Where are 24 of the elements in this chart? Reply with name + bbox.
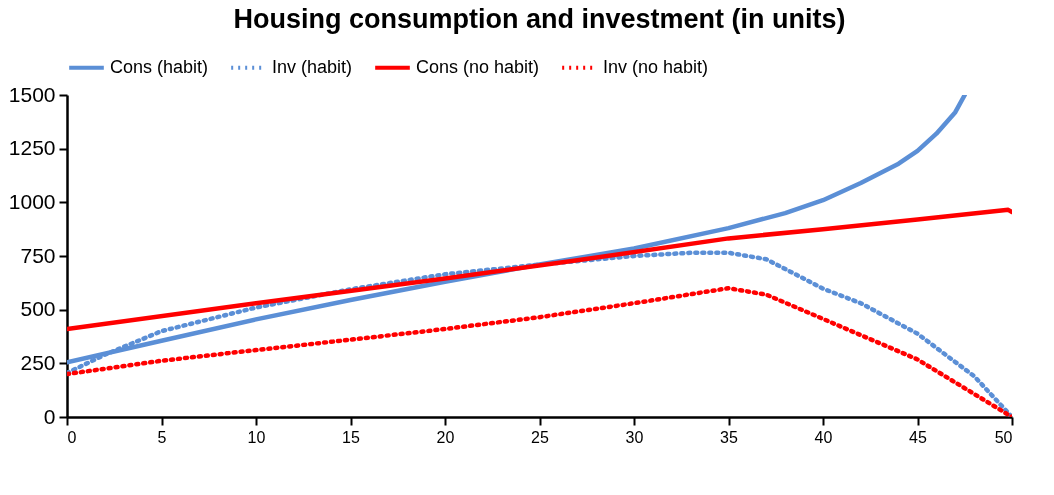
- x-tick-label: 40: [814, 428, 833, 446]
- y-tick-label: 250: [20, 350, 56, 374]
- y-tick-label: 1250: [8, 136, 56, 160]
- x-tick-label: 35: [720, 428, 738, 446]
- x-tick-label: 10: [247, 428, 266, 446]
- chart-title: Housing consumption and investment (in units): [233, 4, 846, 34]
- legend-label: Inv (habit): [272, 56, 353, 77]
- y-tick-label: 0: [43, 404, 56, 428]
- y-tick-label: 1000: [8, 189, 56, 213]
- x-tick-label: 5: [157, 428, 167, 446]
- x-tick-label: 25: [531, 428, 549, 446]
- legend-label: Cons (no habit): [416, 56, 540, 77]
- x-tick-label: 30: [625, 428, 644, 446]
- x-tick-label: 15: [342, 428, 360, 446]
- line-series: [67, 207, 1012, 332]
- legend-label: Cons (habit): [110, 56, 209, 77]
- x-tick-label: 50: [994, 428, 1013, 446]
- x-tick-label: 0: [67, 428, 77, 446]
- y-tick-label: 750: [20, 243, 56, 267]
- x-tick-label: 20: [436, 428, 455, 446]
- legend-label: Inv (no habit): [603, 56, 709, 77]
- x-tick-label: 45: [909, 428, 927, 446]
- y-tick-label: 1500: [8, 82, 56, 106]
- y-tick-label: 500: [20, 297, 56, 321]
